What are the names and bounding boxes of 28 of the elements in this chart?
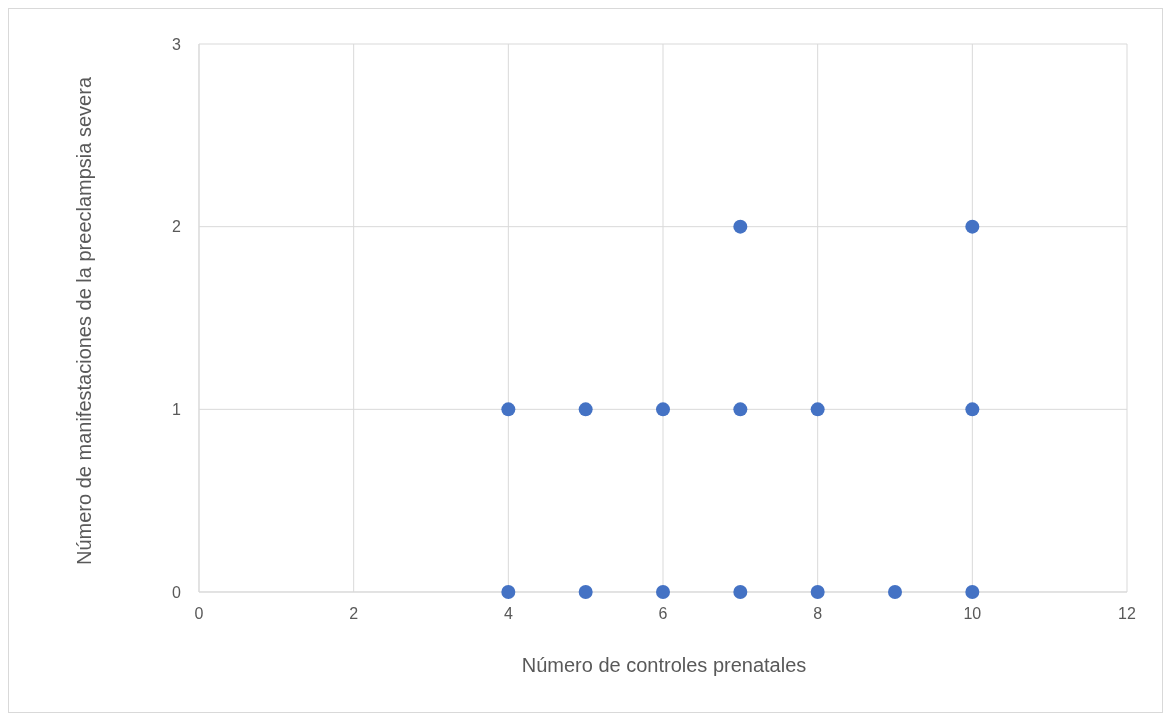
point	[733, 585, 748, 599]
point	[578, 402, 593, 417]
point	[965, 219, 980, 234]
point	[810, 402, 825, 417]
point	[733, 219, 748, 234]
point	[733, 402, 748, 417]
x-tick-label: 8	[813, 605, 823, 623]
x-tick-label: 0	[194, 605, 204, 623]
y-tick-label: 0	[172, 583, 182, 601]
point	[656, 585, 670, 599]
y-tick-label: 3	[172, 35, 182, 53]
x-tick-label: 2	[349, 605, 359, 623]
point	[501, 402, 516, 417]
x-tick-label: 10	[963, 605, 982, 623]
point	[965, 402, 980, 417]
y-tick-label: 1	[172, 401, 182, 419]
point	[888, 585, 902, 599]
x-tick-label: 4	[503, 605, 513, 623]
point	[810, 585, 825, 599]
point	[656, 402, 670, 417]
y-tick-label: 2	[172, 218, 182, 236]
y-axis-title: Número de manifestaciones de la preeclampsia severa	[72, 76, 96, 566]
point	[578, 585, 593, 599]
point	[501, 585, 516, 599]
point	[965, 585, 980, 599]
x-axis-title: Número de controles prenatales	[520, 654, 808, 677]
x-tick-label: 6	[658, 605, 668, 623]
x-tick-label: 12	[1118, 605, 1136, 623]
